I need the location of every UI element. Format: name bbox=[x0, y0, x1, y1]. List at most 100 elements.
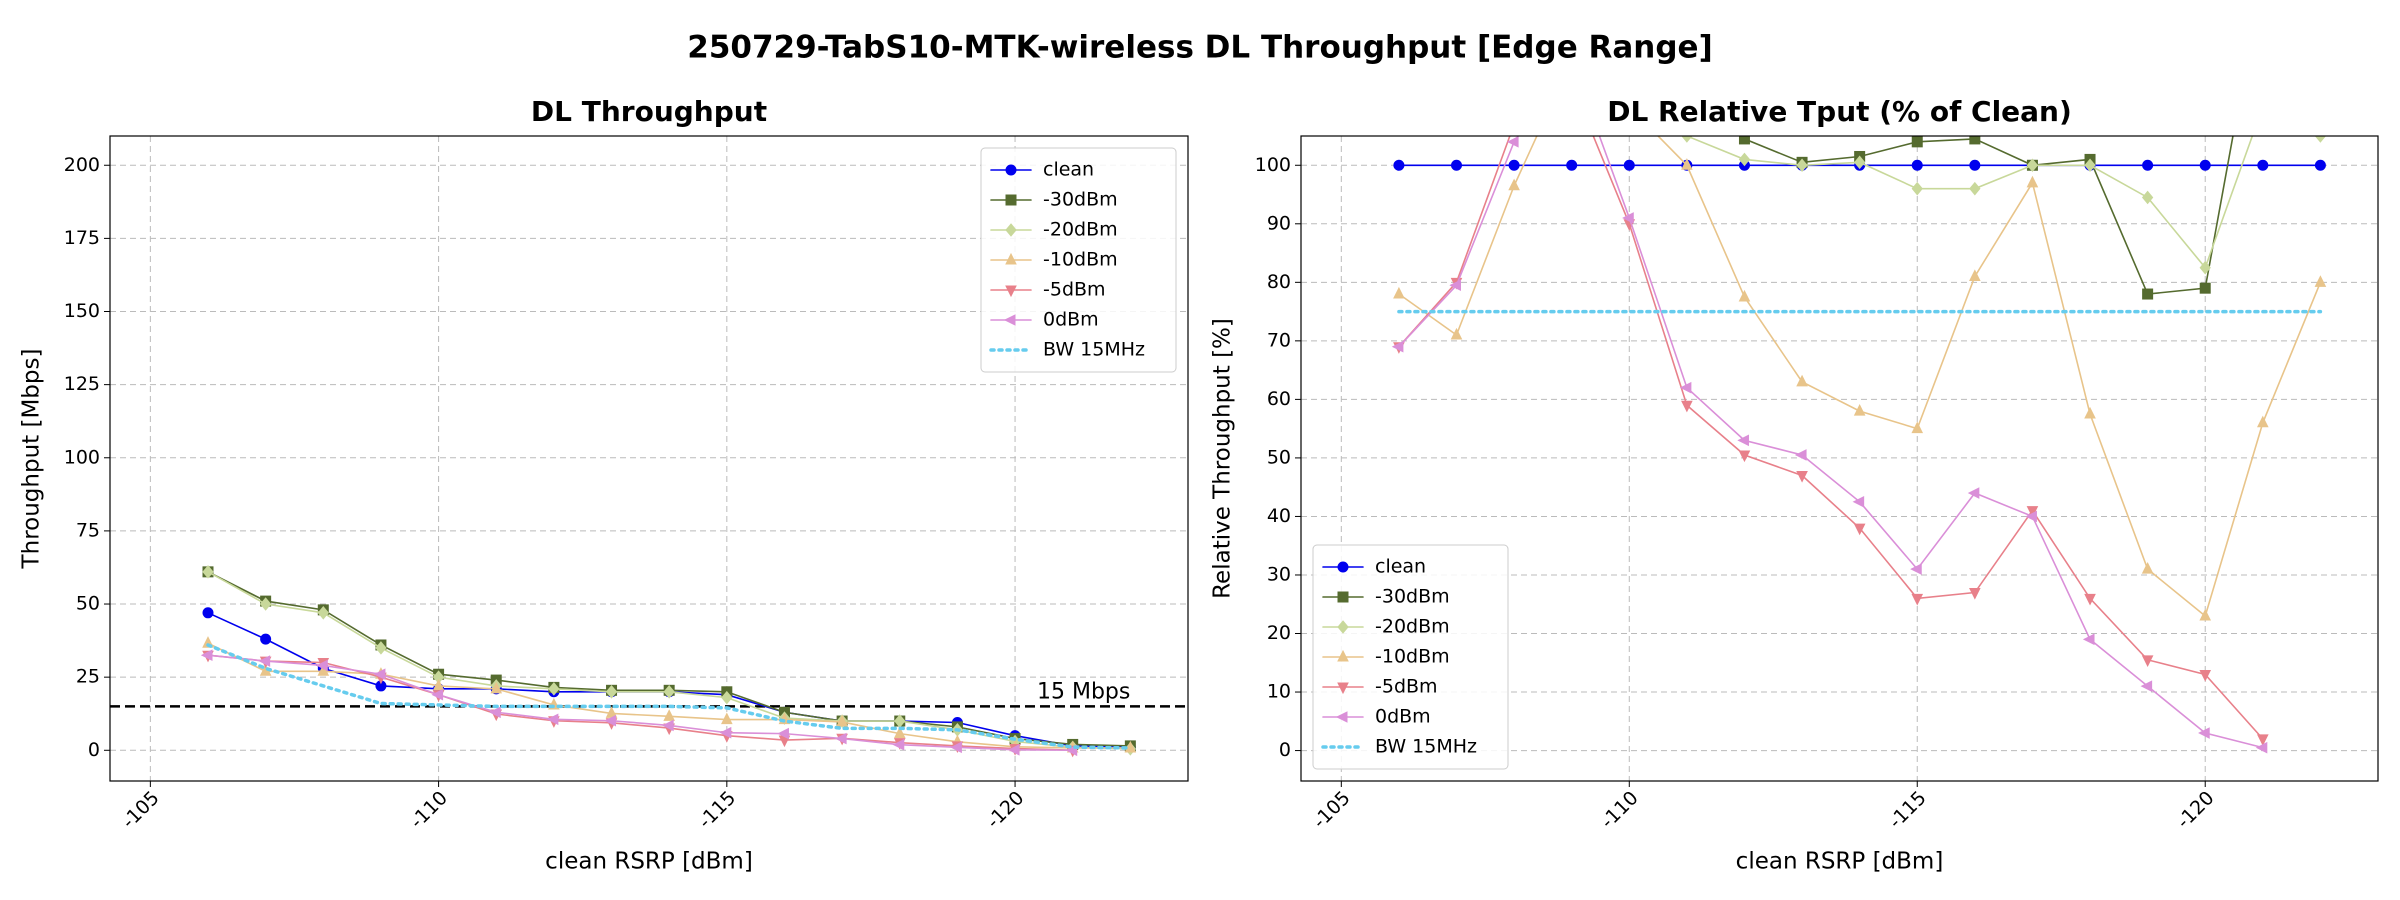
axes-frame bbox=[109, 135, 1189, 782]
marker bbox=[2026, 175, 2039, 188]
marker bbox=[1337, 649, 1349, 662]
marker bbox=[892, 738, 905, 751]
y-tick-label: 60 bbox=[1267, 388, 1291, 410]
series-line bbox=[1398, 136, 2264, 749]
legend-label: -5dBm bbox=[1375, 676, 1438, 698]
marker bbox=[1911, 421, 1924, 434]
marker bbox=[1681, 400, 1693, 413]
marker bbox=[1911, 181, 1923, 196]
marker bbox=[2199, 260, 2211, 275]
y-tick-label: 50 bbox=[76, 593, 100, 615]
x-tick-label: -105 bbox=[118, 787, 164, 833]
marker bbox=[375, 641, 387, 655]
marker bbox=[373, 668, 386, 681]
marker bbox=[1796, 470, 1808, 483]
marker bbox=[1969, 588, 1981, 600]
y-tick-label: 100 bbox=[64, 446, 100, 468]
marker bbox=[1794, 449, 1807, 461]
marker bbox=[2142, 159, 2154, 171]
marker bbox=[1969, 181, 1981, 196]
marker bbox=[1967, 487, 1980, 499]
marker bbox=[719, 726, 732, 739]
y-tick-label: 90 bbox=[1267, 212, 1291, 234]
marker bbox=[1005, 285, 1017, 298]
marker bbox=[662, 719, 674, 732]
marker bbox=[317, 664, 330, 676]
marker bbox=[2141, 562, 2154, 574]
marker bbox=[200, 649, 213, 662]
x-tick-label: -115 bbox=[1885, 787, 1931, 833]
marker bbox=[1337, 561, 1349, 573]
marker bbox=[1911, 136, 1923, 148]
marker bbox=[1738, 289, 1751, 302]
marker bbox=[202, 565, 214, 579]
marker bbox=[1005, 194, 1017, 206]
marker bbox=[258, 655, 271, 667]
subplot-title: DL Throughput bbox=[531, 95, 767, 128]
series-line bbox=[207, 654, 1074, 751]
legend-box bbox=[1312, 544, 1509, 770]
marker bbox=[1682, 78, 1692, 88]
marker bbox=[1738, 136, 1750, 145]
marker bbox=[1508, 159, 1520, 171]
marker bbox=[836, 714, 848, 727]
marker bbox=[1391, 340, 1404, 353]
marker bbox=[1337, 591, 1349, 603]
marker bbox=[2198, 727, 2210, 739]
marker bbox=[2142, 288, 2154, 300]
marker bbox=[317, 606, 329, 620]
marker bbox=[721, 712, 733, 725]
marker bbox=[2140, 680, 2153, 692]
marker bbox=[721, 690, 733, 705]
marker bbox=[1007, 744, 1020, 756]
marker bbox=[2257, 415, 2269, 428]
marker bbox=[1566, 159, 1578, 171]
marker bbox=[316, 659, 328, 672]
y-tick-label: 175 bbox=[64, 227, 100, 249]
y-tick-label: 150 bbox=[64, 300, 100, 322]
marker bbox=[663, 685, 675, 699]
legend-label: 0dBm bbox=[1375, 706, 1431, 728]
marker bbox=[548, 682, 560, 696]
marker bbox=[1005, 252, 1017, 265]
marker bbox=[1853, 403, 1866, 416]
marker bbox=[1003, 314, 1016, 326]
reference-label: 15 Mbps bbox=[1037, 679, 1130, 704]
marker bbox=[893, 726, 906, 739]
marker bbox=[1910, 563, 1922, 575]
y-tick-label: 40 bbox=[1267, 505, 1291, 527]
marker bbox=[2257, 159, 2269, 171]
marker bbox=[2255, 741, 2268, 754]
legend-label: -20dBm bbox=[1043, 219, 1118, 241]
marker bbox=[2314, 136, 2327, 143]
marker bbox=[1393, 159, 1405, 171]
marker bbox=[1911, 593, 1924, 606]
marker bbox=[1737, 434, 1749, 447]
marker bbox=[2141, 190, 2154, 205]
y-tick-label: 100 bbox=[1255, 154, 1291, 176]
marker bbox=[2026, 158, 2039, 173]
marker bbox=[2082, 633, 2095, 646]
x-tick-label: -110 bbox=[1597, 787, 1643, 833]
marker bbox=[202, 607, 214, 619]
marker bbox=[2141, 655, 2154, 667]
marker bbox=[1796, 374, 1808, 387]
y-axis-label: Relative Throughput [%] bbox=[1210, 318, 1236, 599]
marker bbox=[1681, 158, 1693, 170]
x-tick-label: -120 bbox=[982, 787, 1028, 833]
marker bbox=[1738, 450, 1751, 463]
y-tick-label: 25 bbox=[76, 666, 100, 688]
marker bbox=[1738, 152, 1751, 167]
marker bbox=[2257, 734, 2269, 746]
marker bbox=[1005, 223, 1017, 237]
marker bbox=[1854, 155, 1866, 170]
legend-label: clean bbox=[1375, 556, 1426, 578]
x-tick-label: -110 bbox=[406, 787, 452, 833]
marker bbox=[777, 727, 789, 740]
marker bbox=[1005, 164, 1017, 176]
marker bbox=[834, 732, 847, 745]
marker bbox=[2084, 158, 2096, 173]
y-axis-label: Throughput [Mbps] bbox=[19, 349, 45, 570]
series-line bbox=[1398, 136, 2264, 740]
x-tick-label: -115 bbox=[694, 787, 740, 833]
